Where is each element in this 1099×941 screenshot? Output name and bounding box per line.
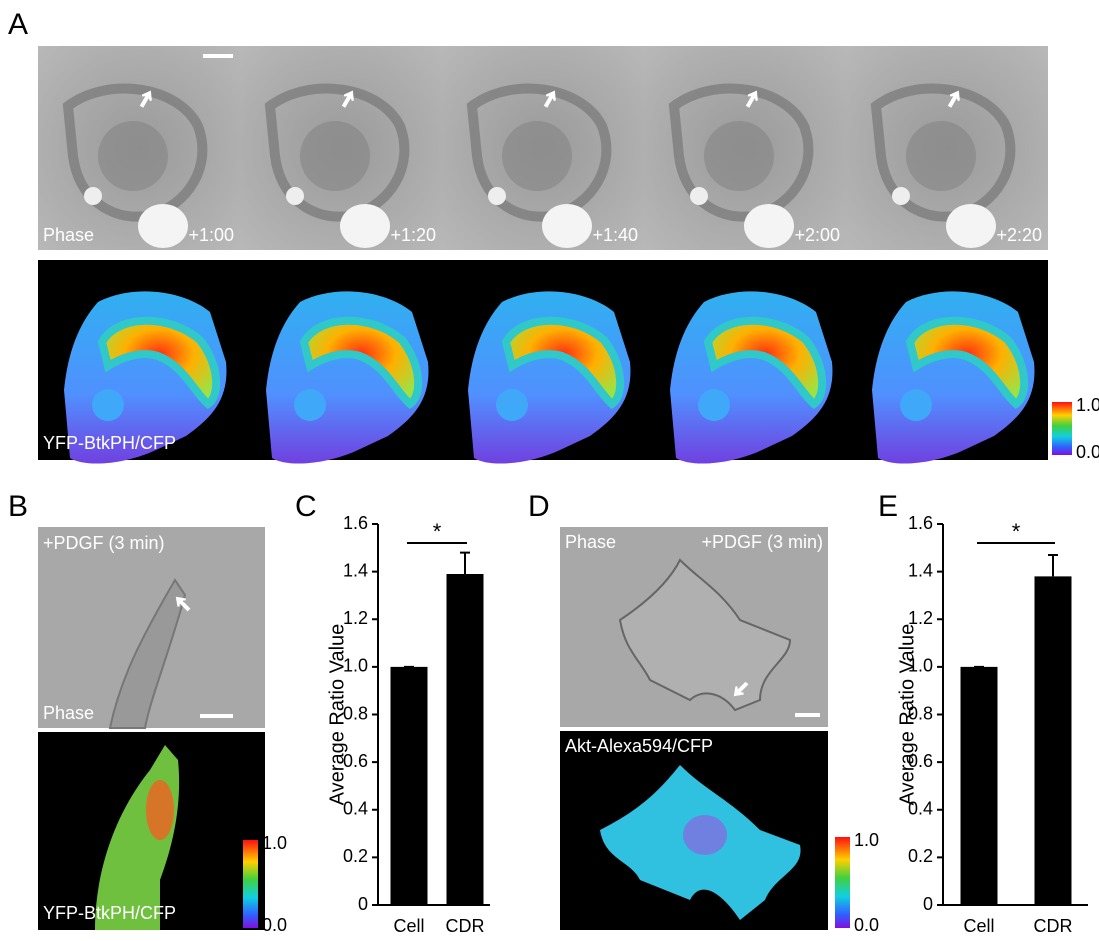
scale-bar (203, 54, 233, 58)
panel-label: E (878, 490, 898, 523)
colorbar-label: 0.0 (1076, 442, 1099, 462)
significance-star: * (433, 519, 442, 544)
phase-image (240, 46, 442, 250)
y-tick-label: 0.2 (908, 846, 933, 866)
significance-star: * (1012, 519, 1021, 544)
colorbar-label: 1.0 (1076, 395, 1099, 415)
y-axis-label: Average Ratio Value (326, 624, 348, 806)
time-label: +1:00 (188, 225, 234, 245)
bar (961, 667, 998, 905)
x-tick-label: Cell (393, 916, 424, 936)
colorbar-label: 1.0 (854, 830, 879, 850)
ratio-label: YFP-BtkPH/CFP (43, 903, 176, 923)
y-tick-label: 0.2 (343, 846, 368, 866)
ratio-label: YFP-BtkPH/CFP (43, 433, 176, 453)
y-tick-label: 0 (358, 894, 368, 914)
scale-bar (200, 714, 233, 718)
time-label: +2:20 (996, 225, 1042, 245)
time-label: +1:40 (592, 225, 638, 245)
nucleus (683, 815, 727, 855)
bar (447, 574, 484, 905)
treatment-label: +PDGF (3 min) (43, 533, 165, 553)
panel-label: B (8, 490, 28, 523)
panel-label: C (295, 490, 317, 523)
colorbar (243, 840, 258, 928)
phase-image (442, 46, 644, 250)
scale-bar (795, 713, 820, 717)
time-label: +1:20 (390, 225, 436, 245)
bar (1035, 576, 1072, 905)
colorbar-label: 1.0 (262, 833, 287, 853)
error-bar (460, 553, 470, 574)
phase-label: Phase (43, 225, 94, 245)
y-tick-label: 1.6 (908, 513, 933, 533)
y-tick-label: 1.4 (908, 560, 933, 580)
treatment-label: +PDGF (3 min) (701, 532, 823, 552)
ratio-hotspot (146, 780, 174, 840)
colorbar-label: 0.0 (262, 915, 287, 935)
phase-image (846, 46, 1048, 250)
phase-image (644, 46, 846, 250)
y-tick-label: 1.4 (343, 560, 368, 580)
x-tick-label: CDR (1034, 916, 1073, 936)
ratio-label: Akt-Alexa594/CFP (565, 736, 713, 756)
colorbar (1052, 402, 1072, 455)
y-tick-label: 1.6 (343, 513, 368, 533)
x-tick-label: CDR (446, 916, 485, 936)
colorbar-label: 0.0 (854, 915, 879, 935)
panel-label: A (8, 8, 28, 41)
colorbar (835, 837, 850, 928)
figure: A B C D E +1:00 +1:20 +1:40 +2:00 +2:20 Phase YFP-B… (0, 0, 1099, 941)
y-axis-label: Average Ratio Value (896, 624, 918, 806)
phase-label: Phase (43, 703, 94, 723)
error-bar (1048, 555, 1058, 576)
y-tick-label: 0 (923, 894, 933, 914)
phase-label: Phase (565, 532, 616, 552)
panel-label: D (528, 490, 550, 523)
x-tick-label: Cell (963, 916, 994, 936)
phase-image (38, 46, 240, 250)
time-label: +2:00 (794, 225, 840, 245)
bar (391, 667, 428, 905)
